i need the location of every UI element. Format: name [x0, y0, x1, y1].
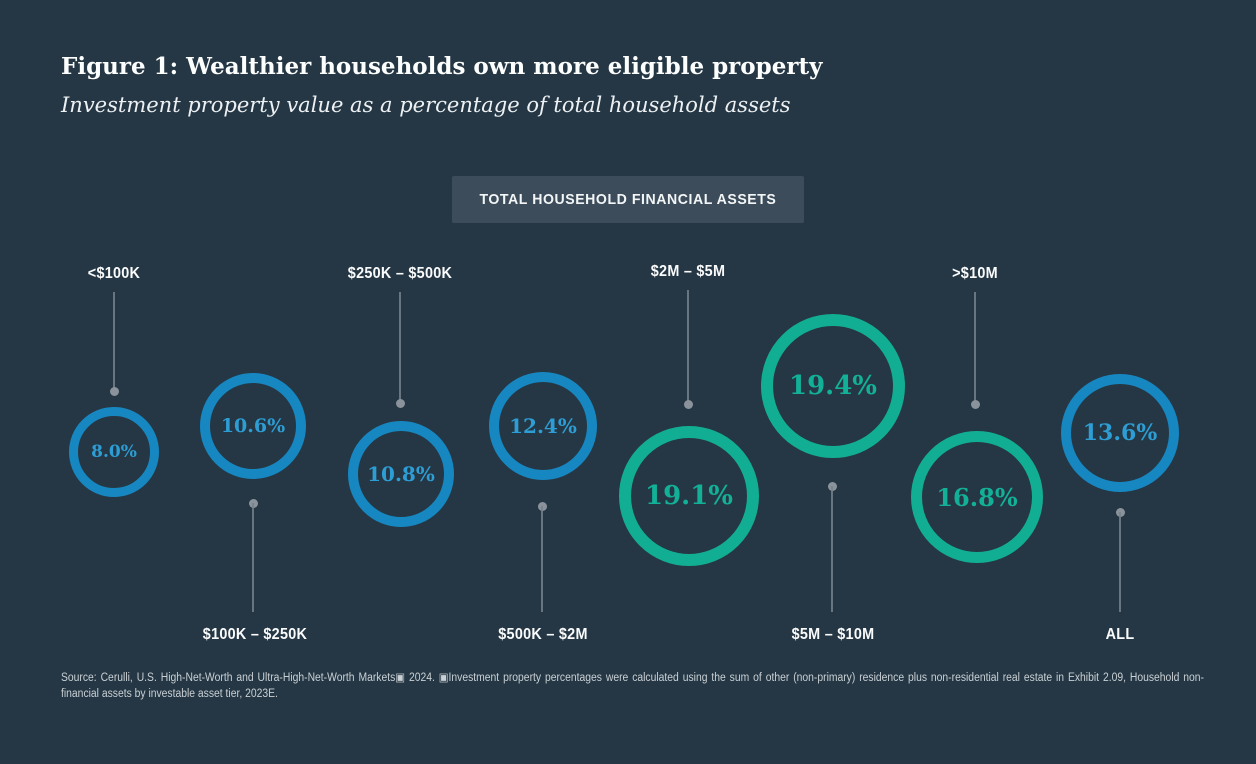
bubble-lt-100k: 8.0%	[69, 407, 159, 497]
figure-title: Figure 1: Wealthier households own more …	[61, 53, 823, 80]
bubble-all: 13.6%	[1061, 374, 1179, 492]
source-note: Source: Cerulli, U.S. High-Net-Worth and…	[61, 672, 1204, 700]
value-label-2m-5m: 19.1%	[644, 481, 734, 511]
bubble-500k-2m: 12.4%	[489, 372, 597, 480]
category-label-5m-10m: $5M – $10M	[791, 626, 875, 643]
value-label-500k-2m: 12.4%	[509, 414, 577, 438]
connector-line-5m-10m	[831, 486, 833, 612]
connector-line-all	[1119, 512, 1121, 612]
bubble-250k-500k: 10.8%	[348, 421, 454, 527]
value-label-gt-10m: 16.8%	[936, 482, 1018, 512]
bubble-100k-250k: 10.6%	[200, 373, 306, 479]
category-label-500k-2m: $500K – $2M	[498, 626, 588, 643]
category-label-gt-10m: >$10M	[952, 265, 998, 282]
assets-axis-label-box: TOTAL HOUSEHOLD FINANCIAL ASSETS	[452, 176, 804, 223]
connector-dot-lt-100k	[110, 387, 119, 396]
value-label-5m-10m: 19.4%	[788, 371, 878, 401]
connector-line-500k-2m	[541, 506, 543, 612]
category-label-100k-250k: $100K – $250K	[202, 626, 308, 643]
value-label-lt-100k: 8.0%	[91, 442, 137, 462]
bubble-5m-10m: 19.4%	[761, 314, 905, 458]
connector-dot-2m-5m	[684, 400, 693, 409]
bubble-2m-5m: 19.1%	[619, 426, 759, 566]
category-label-2m-5m: $2M – $5M	[650, 263, 726, 280]
connector-dot-gt-10m	[971, 400, 980, 409]
assets-axis-label: TOTAL HOUSEHOLD FINANCIAL ASSETS	[479, 191, 777, 208]
connector-dot-250k-500k	[396, 399, 405, 408]
value-label-all: 13.6%	[1082, 420, 1158, 446]
value-label-100k-250k: 10.6%	[220, 415, 286, 437]
connector-line-lt-100k	[113, 292, 115, 391]
value-label-250k-500k: 10.8%	[367, 462, 435, 486]
bubble-gt-10m: 16.8%	[911, 431, 1043, 563]
connector-line-100k-250k	[252, 503, 254, 612]
connector-line-2m-5m	[687, 290, 689, 404]
figure-subtitle: Investment property value as a percentag…	[61, 93, 791, 117]
category-label-lt-100k: <$100K	[87, 265, 141, 282]
category-label-250k-500k: $250K – $500K	[347, 265, 453, 282]
connector-line-250k-500k	[399, 292, 401, 403]
category-label-all: ALL	[1105, 626, 1135, 643]
connector-line-gt-10m	[974, 292, 976, 404]
